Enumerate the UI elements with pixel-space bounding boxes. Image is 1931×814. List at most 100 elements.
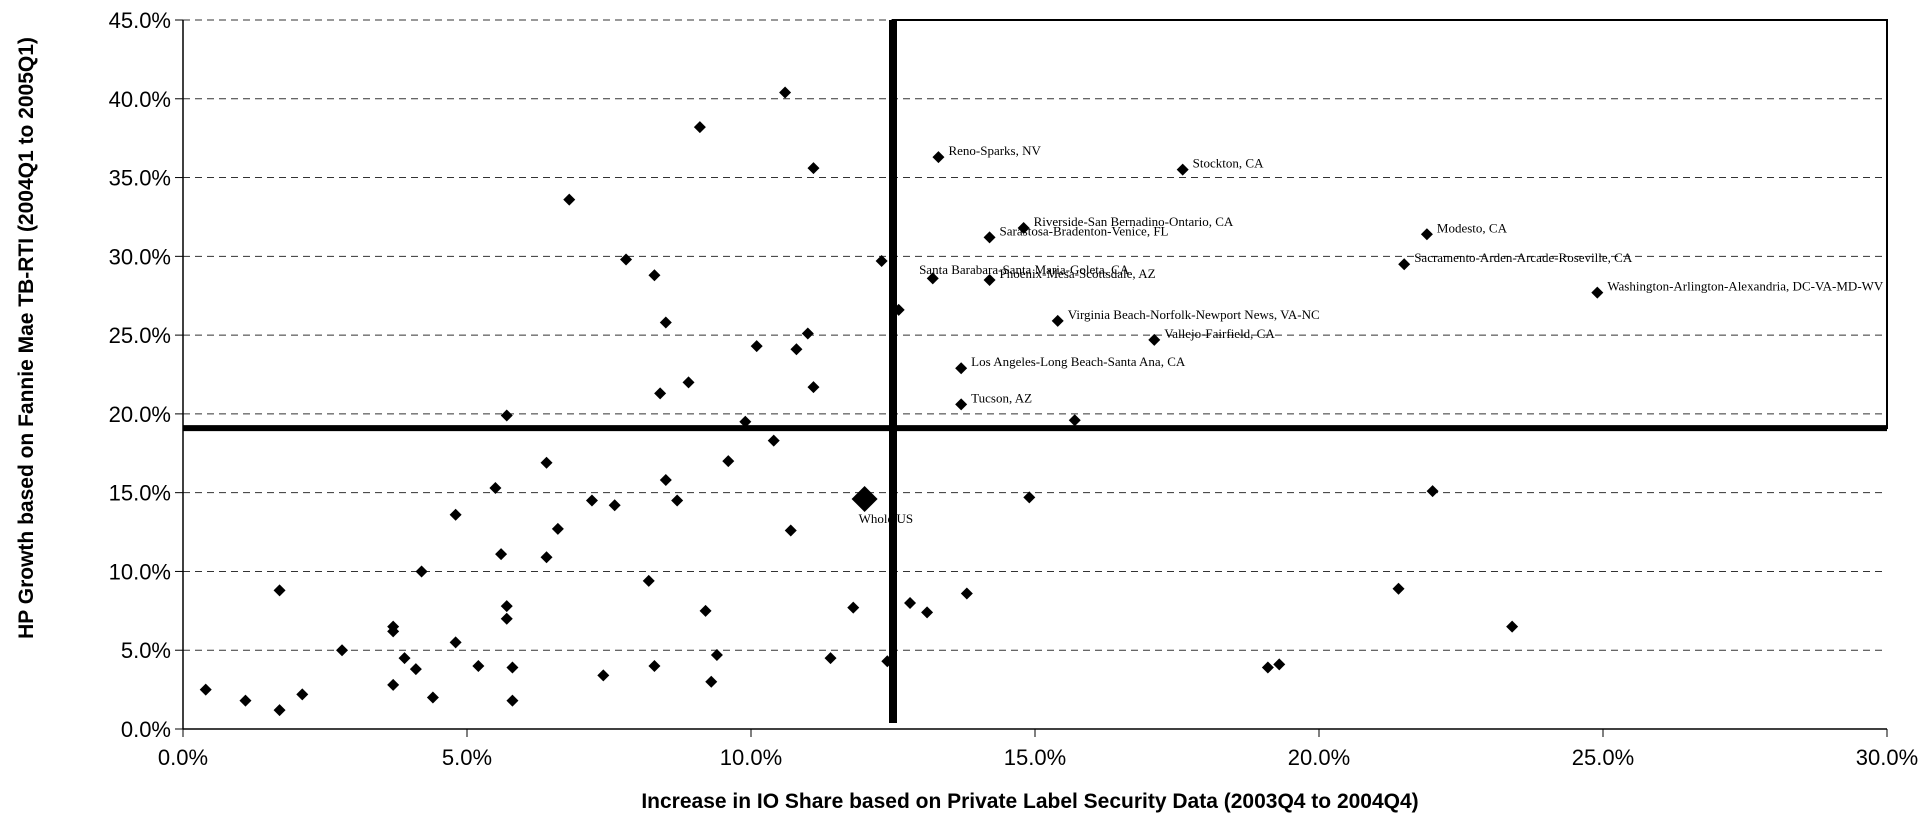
data-point [449, 636, 462, 649]
data-point [1261, 661, 1274, 674]
data-point [199, 683, 212, 696]
data-point [790, 343, 803, 356]
y-tick-label: 30.0% [109, 244, 171, 269]
data-point [273, 584, 286, 597]
data-point [1023, 491, 1036, 504]
data-point [387, 620, 400, 633]
data-point [983, 231, 996, 244]
point-label: Vallejo-Fairfield, CA [1164, 326, 1275, 341]
data-point [1420, 228, 1433, 241]
data-point [585, 494, 598, 507]
data-point [551, 522, 564, 535]
data-point [824, 652, 837, 665]
y-axis-title: HP Growth based on Fannie Mae TB-RTI (20… [15, 37, 38, 639]
data-point [540, 551, 553, 564]
point-label: Phoenix-Mesa-Scottsdale, AZ [1000, 266, 1156, 281]
point-label: Washington-Arlington-Alexandria, DC-VA-M… [1607, 279, 1884, 294]
x-tick-label: 0.0% [158, 745, 208, 770]
data-point [659, 316, 672, 329]
data-point [449, 508, 462, 521]
point-label: Virginia Beach-Norfolk-Newport News, VA-… [1068, 307, 1320, 322]
data-point [892, 303, 905, 316]
x-axis-title: Increase in IO Share based on Private La… [641, 790, 1418, 813]
data-point [642, 574, 655, 587]
y-tick-label: 45.0% [109, 8, 171, 33]
data-point [500, 409, 513, 422]
data-point [722, 455, 735, 468]
axes [175, 19, 1888, 737]
data-point [489, 481, 502, 494]
x-tick-label: 10.0% [720, 745, 782, 770]
data-point [955, 362, 968, 375]
data-point [932, 151, 945, 164]
x-tick-label: 30.0% [1856, 745, 1918, 770]
grid-lines [183, 19, 1887, 651]
data-point [506, 661, 519, 674]
data-point [659, 474, 672, 487]
data-point [881, 655, 894, 668]
data-point [506, 694, 519, 707]
data-point [983, 273, 996, 286]
data-point [904, 596, 917, 609]
data-point [784, 524, 797, 537]
data-point [500, 600, 513, 613]
x-tick-label: 20.0% [1288, 745, 1350, 770]
data-point [597, 669, 610, 682]
data-point [648, 269, 661, 282]
data-point [336, 644, 349, 657]
data-point [608, 499, 621, 512]
data-point [807, 381, 820, 394]
data-point [955, 398, 968, 411]
data-point [1068, 414, 1081, 427]
x-tick-label: 15.0% [1004, 745, 1066, 770]
y-tick-label: 5.0% [121, 638, 171, 663]
y-tick-label: 15.0% [109, 481, 171, 506]
data-point [540, 456, 553, 469]
data-point [500, 612, 513, 625]
whole-us-point [851, 485, 878, 512]
data-point [409, 663, 422, 676]
point-label: Sacramento-Arden-Arcade-Roseville, CA [1414, 250, 1633, 265]
data-point [926, 272, 939, 285]
data-point [387, 678, 400, 691]
data-point [415, 565, 428, 578]
data-point [693, 121, 706, 134]
data-point [1392, 582, 1405, 595]
data-point [921, 606, 934, 619]
data-point [1426, 485, 1439, 498]
point-label: Sarastosa-Bradenton-Venice, FL [1000, 223, 1169, 238]
point-label: Los Angeles-Long Beach-Santa Ana, CA [971, 354, 1186, 369]
data-point [750, 340, 763, 353]
point-label: Riverside-San Bernadino-Ontario, CA [1034, 214, 1234, 229]
data-point [239, 694, 252, 707]
y-tick-label: 20.0% [109, 402, 171, 427]
data-point [705, 675, 718, 688]
data-point [875, 255, 888, 268]
point-label: Reno-Sparks, NV [948, 143, 1041, 158]
data-point [495, 548, 508, 561]
data-point [779, 86, 792, 99]
whole-us-label: Whole US [859, 511, 914, 526]
data-point [682, 376, 695, 389]
point-label: Modesto, CA [1437, 220, 1508, 235]
data-point [472, 659, 485, 672]
data-point [1398, 258, 1411, 271]
x-tick-label: 5.0% [442, 745, 492, 770]
data-point [296, 688, 309, 701]
y-tick-label: 25.0% [109, 323, 171, 348]
point-label: Tucson, AZ [971, 390, 1032, 405]
point-labels: Reno-Sparks, NV Stockton, CA Riverside-San… [859, 143, 1884, 526]
data-point [426, 691, 439, 704]
data-points [199, 86, 1604, 717]
data-point [710, 648, 723, 661]
tick-labels: 0.0% 5.0% 10.0% 15.0% 20.0% 25.0% 30.0% 35.0% 40… [109, 8, 1919, 770]
data-point [1273, 658, 1286, 671]
data-point [654, 387, 667, 400]
data-point [1591, 286, 1604, 299]
data-point [807, 162, 820, 175]
y-tick-label: 40.0% [109, 87, 171, 112]
data-point [960, 587, 973, 600]
data-point [398, 652, 411, 665]
point-label: Santa Barabara-Santa Maria-Goleta, CA [919, 262, 1130, 277]
data-point [273, 704, 286, 717]
